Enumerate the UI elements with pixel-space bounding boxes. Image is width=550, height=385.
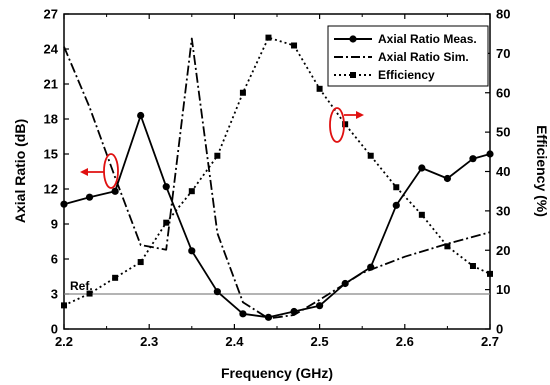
data-point-axial-ratio-meas [111, 187, 119, 195]
data-point-efficiency [214, 152, 221, 159]
legend-label-sim: Axial Ratio Sim. [378, 50, 469, 64]
y-left-tick-label: 21 [44, 77, 58, 92]
y-right-tick-label: 30 [496, 203, 510, 218]
reference-label: Ref. [70, 279, 93, 293]
data-point-axial-ratio-meas [188, 247, 196, 255]
data-point-efficiency [86, 290, 93, 297]
data-point-axial-ratio-meas [443, 174, 451, 183]
data-point-axial-ratio-meas [239, 310, 247, 318]
data-point-efficiency [418, 211, 425, 218]
data-point-axial-ratio-meas [486, 150, 494, 158]
x-tick-label: 2.2 [55, 334, 73, 349]
legend-marker-meas [349, 35, 357, 43]
data-point-axial-ratio-meas [162, 183, 170, 191]
y-right-tick-label: 80 [496, 7, 510, 22]
x-axis-title: Frequency (GHz) [221, 365, 333, 381]
data-point-efficiency [367, 152, 374, 159]
data-point-axial-ratio-meas [213, 288, 221, 296]
legend-label-eff: Efficiency [378, 68, 435, 82]
y-right-tick-label: 70 [496, 46, 510, 61]
x-tick-label: 2.6 [396, 334, 414, 349]
data-point-axial-ratio-meas [60, 200, 68, 208]
data-point-efficiency [137, 259, 144, 266]
data-point-axial-ratio-meas [137, 111, 145, 120]
y-left-tick-label: 24 [44, 42, 59, 57]
data-point-axial-ratio-meas [392, 201, 400, 209]
y-right-tick-label: 10 [496, 282, 510, 297]
x-tick-label: 2.7 [481, 334, 499, 349]
y-left-tick-label: 12 [44, 182, 58, 197]
data-point-efficiency [61, 302, 67, 309]
data-point-efficiency [487, 270, 493, 277]
x-tick-label: 2.5 [311, 334, 329, 349]
data-point-efficiency [342, 121, 349, 128]
series-group: Ref. [60, 34, 494, 321]
data-point-efficiency [469, 263, 476, 269]
legend-marker-eff [350, 72, 356, 78]
y-left-tick-label: 6 [51, 252, 58, 267]
annotation-ellipse-left [103, 153, 119, 189]
data-point-axial-ratio-meas [85, 193, 94, 201]
y-left-tick-label: 3 [51, 287, 58, 302]
legend-label-meas: Axial Ratio Meas. [378, 32, 477, 46]
y-right-axis-title: Efficiency (%) [534, 125, 550, 217]
data-point-efficiency [112, 274, 119, 281]
series-line-axial-ratio-sim [63, 37, 491, 320]
data-point-efficiency [163, 219, 170, 226]
data-point-efficiency [444, 243, 451, 250]
data-point-efficiency [393, 184, 400, 191]
data-point-axial-ratio-meas [316, 302, 324, 310]
axis-annotations [80, 107, 364, 189]
y-left-tick-label: 18 [44, 112, 58, 127]
y-right-tick-label: 0 [496, 322, 503, 337]
y-right-tick-label: 20 [496, 243, 510, 258]
data-point-axial-ratio-meas [469, 155, 477, 163]
y-left-axis-title: Axial Ratio (dB) [12, 119, 28, 223]
y-left-tick-label: 9 [51, 217, 58, 232]
data-point-efficiency [239, 89, 246, 96]
data-point-efficiency [291, 42, 298, 49]
series-line-efficiency [63, 36, 491, 307]
data-point-efficiency [316, 85, 323, 92]
x-tick-label: 2.3 [140, 334, 158, 349]
y-left-tick-label: 15 [44, 147, 58, 162]
y-right-tick-label: 40 [496, 164, 510, 179]
annotation-ellipse-right [329, 107, 345, 143]
y-right-tick-label: 60 [496, 85, 510, 100]
data-point-axial-ratio-meas [264, 313, 273, 321]
axes-ticks: 2.2 2.3 2.4 2.5 2.6 2.70369121518212427010203… [44, 7, 511, 350]
series-line-axial-ratio-meas [63, 114, 491, 319]
data-point-efficiency [265, 34, 272, 41]
y-right-tick-label: 50 [496, 125, 510, 140]
data-point-efficiency [188, 188, 195, 195]
legend: Axial Ratio Meas. Axial Ratio Sim. Effic… [327, 25, 489, 87]
y-left-tick-label: 0 [51, 322, 58, 337]
x-tick-label: 2.4 [225, 334, 244, 349]
y-left-tick-label: 27 [44, 7, 58, 22]
data-point-axial-ratio-meas [418, 164, 426, 172]
